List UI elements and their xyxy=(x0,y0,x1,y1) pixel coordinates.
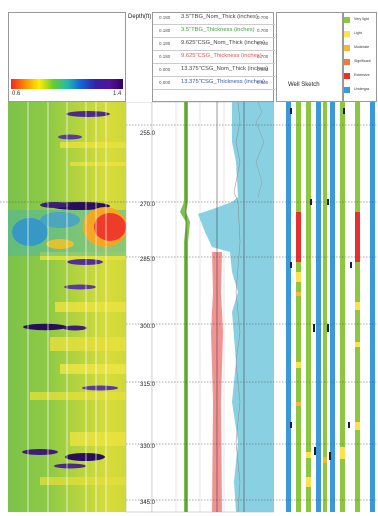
curve-header-row: 0.180 3.5"TBG_Thickness (inches) 0.700 xyxy=(153,27,275,38)
curve-max: 0.700 xyxy=(257,15,269,20)
colorbar-gradient xyxy=(11,79,123,89)
curve-header-row: 0.180 9.625"CSG_Nom_Thick (inches) 0.700 xyxy=(153,40,275,51)
curve-max: 0.900 xyxy=(257,67,269,72)
depth-tick-label: 345.0 xyxy=(140,500,156,506)
log-plot xyxy=(0,102,378,513)
curve-name: 3.5"TBG_Thickness (inches) xyxy=(181,27,255,33)
curve-min: 0.180 xyxy=(159,15,171,20)
depth-tick-label: 330.0 xyxy=(140,444,156,450)
depth-tick-label: 300.0 xyxy=(140,324,156,330)
legend-swatch xyxy=(344,73,350,79)
curve-name: 3.5"TBG_Nom_Thick (inches) xyxy=(181,14,258,20)
legend-label: Significant xyxy=(354,59,371,63)
curve-header-row: 0.000 13.375"CSG_Nom_Thick (inches) 0.900 xyxy=(153,66,275,77)
legend-label: Undergra xyxy=(354,87,369,91)
well-sketch-label: Well Sketch xyxy=(288,82,320,88)
curve-max: 0.700 xyxy=(257,54,269,59)
legend-item: Undergra xyxy=(344,86,376,96)
curve-header-panel xyxy=(152,12,274,102)
curve-min: 0.180 xyxy=(159,41,171,46)
curve-separator xyxy=(153,63,275,64)
well-sketch-track xyxy=(274,102,378,512)
thickness-heatmap xyxy=(8,102,127,512)
legend-label: Light xyxy=(354,31,362,35)
depth-tick-label: 285.0 xyxy=(140,257,156,263)
colorbar-min-label: 0.6 xyxy=(12,91,21,97)
legend-item: Very light xyxy=(344,16,376,26)
curve-header-row: 0.180 9.625"CSG_Thickness (inches) 0.700 xyxy=(153,53,275,64)
legend-swatch xyxy=(344,87,350,93)
legend-swatch xyxy=(344,31,350,37)
curve-separator xyxy=(153,76,275,77)
curve-separator xyxy=(153,24,275,25)
curve-separator xyxy=(153,37,275,38)
curve-name: 13.375"CSG_Nom_Thick (inches) xyxy=(181,66,269,72)
curve-name: 9.625"CSG_Thickness (inches) xyxy=(181,53,262,59)
depth-tick-label: 255.0 xyxy=(140,131,156,137)
colorbar-max-label: 1.4 xyxy=(113,91,122,97)
colorbar-panel: 0.6 1.4 xyxy=(8,12,126,102)
well-sketch-header-panel xyxy=(276,12,343,102)
legend-label: Moderate xyxy=(354,45,370,49)
legend-item: Extensive xyxy=(344,72,376,82)
legend-label: Extensive xyxy=(354,73,370,77)
curve-name: 13.375"CSG_Thickness (inches) xyxy=(181,79,265,85)
legend-swatch xyxy=(344,45,350,51)
legend-swatch xyxy=(344,59,350,65)
curve-max: 0.700 xyxy=(257,41,269,46)
legend-item: Light xyxy=(344,30,376,40)
curve-header-row: 0.000 13.375"CSG_Thickness (inches) 0.900 xyxy=(153,79,275,90)
curve-min: 0.180 xyxy=(159,54,171,59)
curve-name: 9.625"CSG_Nom_Thick (inches) xyxy=(181,40,265,46)
depth-tick-label: 315.0 xyxy=(140,382,156,388)
curve-max: 0.700 xyxy=(257,28,269,33)
curve-min: 0.000 xyxy=(159,80,171,85)
depth-header: Depth(ft) xyxy=(128,14,152,20)
curve-min: 0.000 xyxy=(159,67,171,72)
curve-min: 0.180 xyxy=(159,28,171,33)
legend-item: Moderate xyxy=(344,44,376,54)
legend-item: Significant xyxy=(344,58,376,68)
curve-header-row: 0.180 3.5"TBG_Nom_Thick (inches) 0.700 xyxy=(153,14,275,25)
depth-track xyxy=(125,102,153,513)
legend-swatch xyxy=(344,17,350,23)
curve-max: 0.900 xyxy=(257,80,269,85)
thickness-curves-track xyxy=(151,102,275,513)
curve-separator xyxy=(153,89,275,90)
depth-tick-label: 270.0 xyxy=(140,202,156,208)
legend-label: Very light xyxy=(354,17,369,21)
curve-separator xyxy=(153,50,275,51)
